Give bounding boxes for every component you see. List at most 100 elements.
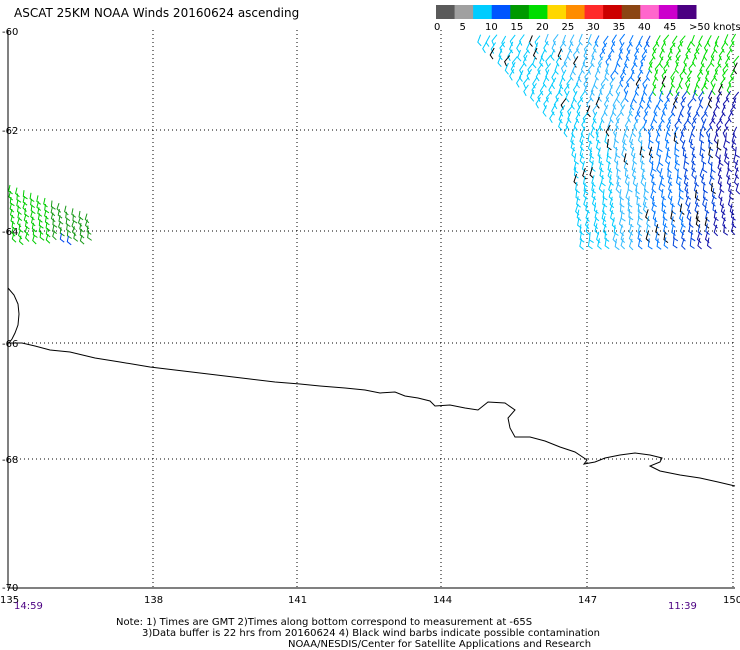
wind-barb: [572, 90, 578, 103]
wind-barb: [526, 69, 533, 81]
wind-barb: [516, 41, 522, 53]
wind-barb: [8, 190, 14, 201]
wind-barb: [540, 49, 546, 62]
lon-label: 150: [723, 595, 740, 606]
wind-barb: [713, 105, 719, 117]
wind-barb: [610, 210, 615, 222]
wind-barb: [636, 105, 641, 118]
legend-swatch: [491, 5, 511, 19]
wind-barb: [715, 97, 720, 110]
wind-barb: [588, 231, 594, 244]
wind-barb: [691, 160, 697, 173]
wind-barb: [501, 35, 507, 48]
legend-label: 45: [664, 22, 677, 33]
wind-barb: [631, 62, 637, 75]
wind-barb: [722, 126, 729, 138]
wind-barb: [575, 181, 580, 194]
wind-barb: [625, 49, 631, 62]
wind-barb: [553, 97, 560, 110]
wind-barb: [680, 96, 687, 109]
wind-barb: [629, 98, 635, 111]
wind-barb: [627, 111, 633, 123]
wind-barb: [642, 196, 648, 209]
wind-barb: [485, 35, 491, 47]
wind-barb: [701, 153, 707, 165]
wind-barb: [490, 42, 497, 54]
wind-barb: [695, 210, 701, 223]
legend-swatch: [528, 5, 548, 19]
wind-barb: [559, 40, 566, 53]
wind-barb: [523, 76, 529, 89]
wind-barb: [667, 174, 673, 186]
wind-barb: [727, 161, 733, 173]
wind-barb: [581, 160, 587, 173]
wind-barb: [713, 224, 719, 237]
wind-barb: [624, 118, 630, 131]
wind-barb: [59, 233, 65, 243]
wind-barb: [636, 196, 642, 208]
wind-barb: [692, 89, 697, 102]
wind-barb: [15, 187, 20, 198]
wind-barb: [38, 225, 44, 235]
wind-barb: [624, 167, 630, 180]
wind-barb: [605, 55, 612, 67]
wind-barb: [686, 70, 693, 83]
legend-swatch: [584, 5, 604, 19]
wind-barb: [597, 56, 604, 68]
wind-barb: [679, 68, 686, 81]
wind-barb: [602, 189, 608, 201]
wind-barb: [665, 153, 670, 165]
wind-barb: [679, 105, 685, 118]
wind-barb: [687, 98, 694, 110]
wind-barb: [542, 75, 548, 88]
wind-barb: [724, 153, 729, 165]
wind-barbs-west: [8, 184, 92, 246]
wind-barb: [526, 41, 531, 54]
wind-barb: [623, 83, 630, 95]
wind-barb: [589, 147, 595, 159]
wind-barb: [24, 226, 30, 236]
wind-barb: [516, 76, 522, 88]
wind-barbs-east: [477, 33, 740, 251]
wind-barb: [670, 210, 676, 222]
time-label-left: 14:59: [14, 601, 43, 612]
wind-barb: [725, 55, 731, 68]
wind-barb: [678, 181, 684, 193]
wind-barb: [65, 211, 71, 222]
wind-barb: [563, 125, 569, 138]
wind-barb: [674, 91, 680, 104]
wind-barb: [607, 119, 612, 132]
wind-barb: [59, 227, 65, 237]
antarctic-coastline: [7, 287, 736, 487]
wind-barb: [649, 153, 654, 166]
wind-barb: [661, 195, 667, 208]
wind-barb: [706, 35, 712, 47]
wind-barb: [640, 153, 645, 165]
wind-barb: [646, 69, 651, 82]
wind-barb: [716, 91, 722, 103]
wind-barb: [575, 76, 581, 89]
wind-barb: [24, 220, 30, 230]
wind-barb: [498, 48, 503, 61]
lon-label: 144: [433, 595, 452, 606]
wind-barb: [489, 47, 495, 60]
wind-barb: [8, 184, 13, 195]
wind-barb: [686, 209, 692, 222]
wind-barb: [614, 238, 620, 251]
wind-barb: [566, 77, 573, 89]
wind-barb: [579, 153, 585, 165]
wind-barb: [497, 55, 502, 68]
wind-barb: [717, 159, 722, 172]
wind-barb: [44, 215, 50, 226]
wind-barb: [576, 196, 581, 208]
wind-barb: [619, 224, 625, 236]
wind-barb: [628, 223, 634, 236]
wind-barb: [705, 223, 710, 235]
wind-barb: [58, 215, 64, 225]
wind-barb: [597, 147, 602, 160]
wind-barb: [726, 48, 732, 61]
legend-swatch: [603, 5, 623, 19]
wind-barb: [681, 139, 687, 152]
legend-swatch: [566, 5, 586, 19]
wind-barb: [724, 34, 729, 46]
